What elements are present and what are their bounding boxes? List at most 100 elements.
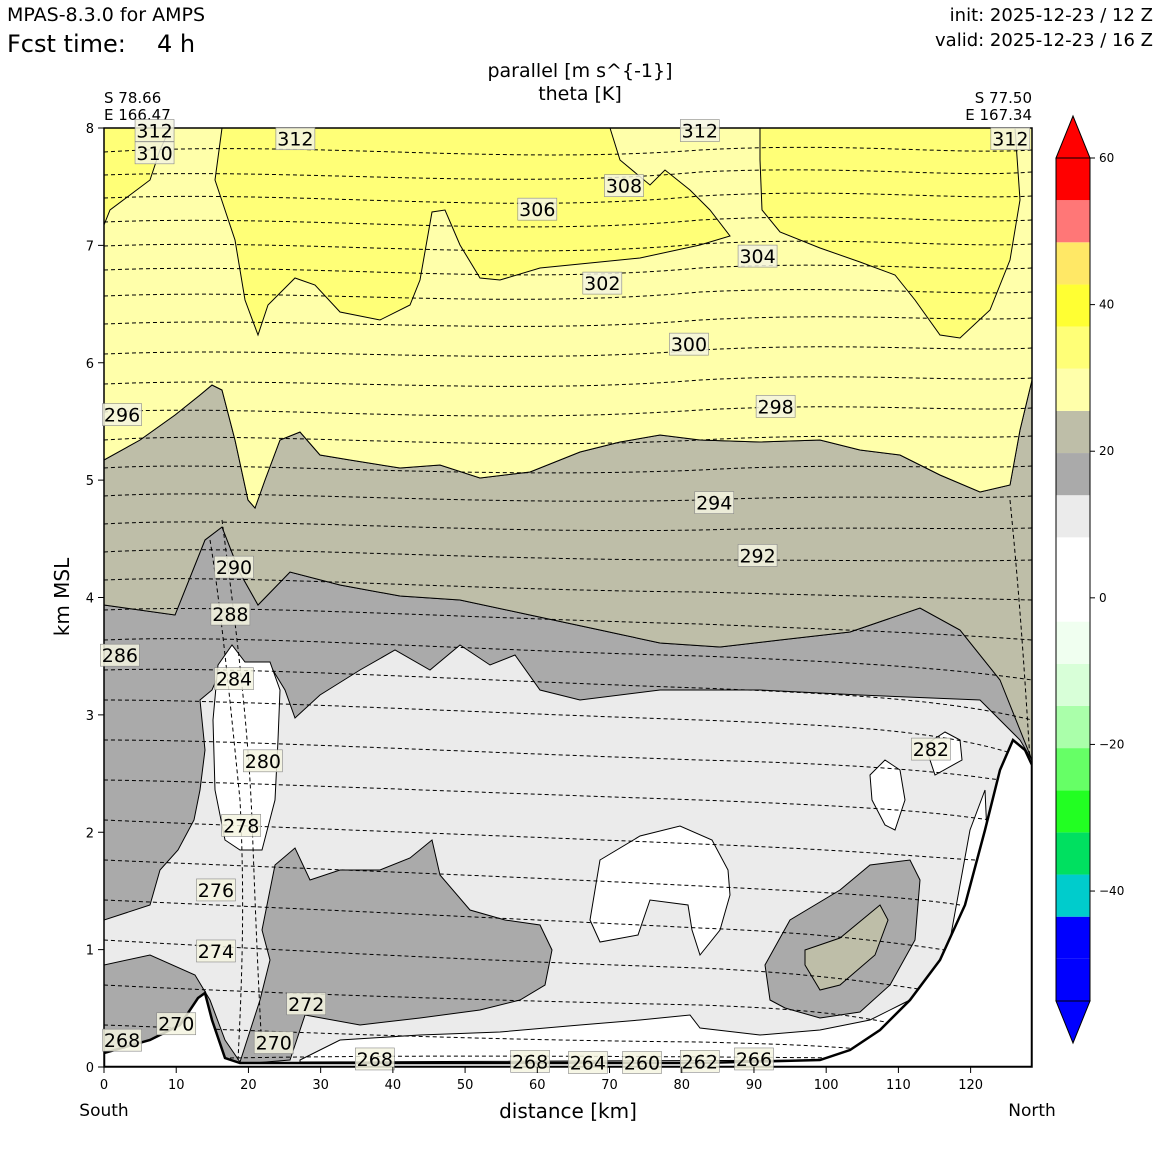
fill-white-pocket-mid bbox=[589, 825, 731, 957]
theta-label-text: 264 bbox=[570, 1052, 606, 1074]
colorbar-bin bbox=[1056, 158, 1090, 201]
colorbar-bin bbox=[1056, 284, 1090, 327]
theta-label: 274 bbox=[196, 939, 236, 963]
x-tick-label: 40 bbox=[385, 1078, 402, 1093]
theta-label: 262 bbox=[679, 1050, 720, 1073]
theta-line bbox=[104, 859, 961, 906]
forecast-time-value: 4 h bbox=[157, 30, 196, 58]
theta-label: 260 bbox=[622, 1051, 662, 1074]
theta-label-text: 296 bbox=[104, 405, 140, 427]
theta-line bbox=[104, 549, 1032, 562]
theta-line bbox=[104, 216, 1032, 228]
theta-line bbox=[104, 376, 1032, 387]
theta-line bbox=[104, 699, 1032, 761]
colorbar-tick-label: 40 bbox=[1099, 298, 1114, 312]
x-tick-label: 60 bbox=[529, 1078, 546, 1093]
theta-label-box bbox=[134, 141, 175, 165]
y-tick-label: 3 bbox=[86, 709, 94, 724]
theta-label: 312 bbox=[679, 119, 720, 143]
theta-line bbox=[104, 984, 901, 1026]
theta-label: 312 bbox=[134, 119, 175, 143]
theta-label-box bbox=[214, 555, 254, 579]
theta-line bbox=[104, 465, 1032, 474]
theta-label-box bbox=[214, 667, 254, 690]
theta-label-text: 306 bbox=[519, 199, 555, 221]
colorbar-bin bbox=[1056, 958, 1090, 1001]
theta-label-box bbox=[669, 332, 709, 356]
theta-label-text: 292 bbox=[739, 545, 775, 567]
theta-label-box bbox=[196, 878, 236, 902]
colorbar-bin bbox=[1056, 537, 1090, 580]
theta-label-text: 290 bbox=[216, 557, 252, 579]
theta-label-box bbox=[275, 127, 316, 151]
end-lat: S 77.50 bbox=[974, 89, 1032, 107]
theta-label: 268 bbox=[102, 1028, 142, 1052]
theta-label-text: 284 bbox=[216, 669, 252, 691]
theta-line bbox=[104, 289, 1032, 300]
x-tick-label: 10 bbox=[168, 1078, 185, 1093]
colorbar-bin bbox=[1056, 916, 1090, 959]
chart-subtitle: theta [K] bbox=[538, 83, 622, 105]
colorbar-bin bbox=[1056, 748, 1090, 791]
x-axis-label: distance [km] bbox=[499, 1099, 637, 1123]
x-tick-label: 30 bbox=[312, 1078, 329, 1093]
theta-label-text: 276 bbox=[198, 880, 234, 902]
x-tick-label: 0 bbox=[100, 1078, 108, 1093]
theta-label-text: 310 bbox=[136, 143, 172, 165]
theta-label-box bbox=[679, 119, 720, 142]
theta-label-text: 274 bbox=[198, 941, 234, 963]
theta-contours bbox=[104, 146, 1032, 1061]
theta-label: 282 bbox=[911, 737, 951, 761]
theta-label: 296 bbox=[102, 403, 142, 427]
theta-label-box bbox=[990, 127, 1031, 151]
start-lat: S 78.66 bbox=[104, 89, 162, 107]
theta-label-text: 312 bbox=[136, 121, 172, 143]
y-tick-label: 5 bbox=[86, 474, 94, 489]
y-axis-ticks: 0 1 2 3 4 5 6 7 8 bbox=[86, 122, 104, 1076]
theta-label-text: 268 bbox=[104, 1030, 140, 1052]
theta-label-text: 282 bbox=[913, 739, 949, 761]
theta-label: 280 bbox=[243, 749, 283, 773]
y-tick-label: 2 bbox=[86, 826, 94, 841]
theta-label-box bbox=[221, 814, 262, 837]
theta-label: 302 bbox=[582, 271, 623, 295]
colorbar-bin bbox=[1056, 368, 1090, 411]
colorbar-tick-label: 0 bbox=[1099, 591, 1107, 605]
x-tick-label: 120 bbox=[958, 1078, 983, 1093]
theta-line bbox=[104, 316, 1032, 327]
theta-label-box bbox=[737, 244, 778, 268]
fill-white-pocket-right bbox=[869, 759, 906, 831]
theta-label-box bbox=[510, 1050, 550, 1073]
theta-label: 284 bbox=[214, 667, 254, 691]
y-tick-label: 7 bbox=[86, 239, 94, 254]
theta-label-text: 288 bbox=[212, 604, 248, 626]
theta-line bbox=[104, 240, 1032, 252]
theta-label-text: 312 bbox=[277, 129, 313, 151]
theta-label-text: 272 bbox=[288, 994, 324, 1016]
theta-label-text: 308 bbox=[606, 176, 642, 198]
theta-line bbox=[104, 406, 1032, 417]
theta-label-box bbox=[755, 395, 796, 418]
theta-line bbox=[104, 779, 991, 821]
colorbar-bin bbox=[1056, 200, 1090, 243]
theta-label: 306 bbox=[517, 197, 558, 221]
theta-label: 290 bbox=[214, 555, 254, 579]
theta-label: 276 bbox=[196, 878, 236, 902]
theta-label-box bbox=[679, 1050, 720, 1073]
theta-label: 270 bbox=[253, 1031, 294, 1055]
theta-label: 304 bbox=[737, 244, 778, 268]
theta-label-text: 268 bbox=[357, 1049, 393, 1071]
theta-line bbox=[104, 608, 1032, 641]
theta-line bbox=[104, 899, 946, 951]
theta-label-box bbox=[253, 1031, 294, 1054]
theta-line bbox=[104, 739, 1001, 781]
colorbar-tick-label: 60 bbox=[1099, 151, 1114, 165]
theta-label-box bbox=[355, 1047, 395, 1071]
colorbar-bin bbox=[1056, 663, 1090, 706]
colorbar-bin bbox=[1056, 242, 1090, 285]
theta-label-text: 278 bbox=[223, 815, 259, 837]
theta-line bbox=[104, 346, 1032, 357]
theta-label: 294 bbox=[694, 491, 735, 515]
theta-label-text: 312 bbox=[992, 129, 1028, 151]
theta-label-box bbox=[604, 174, 644, 197]
